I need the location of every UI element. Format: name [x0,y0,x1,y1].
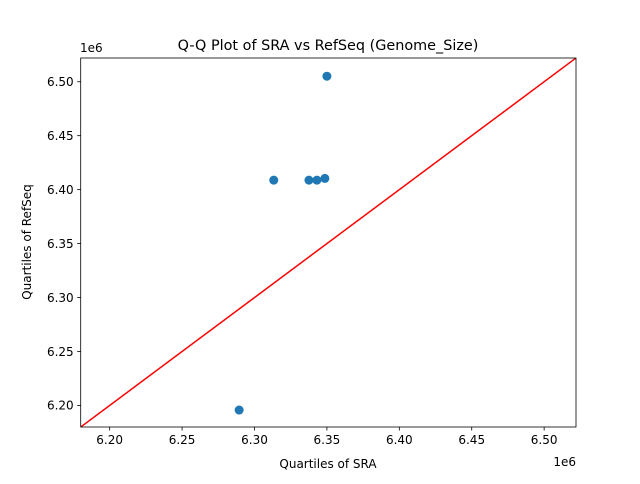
x-tick-label: 6.45 [458,433,485,447]
data-point [234,405,244,415]
y-tick-label: 6.50 [47,75,74,89]
y-tick-label: 6.45 [47,129,74,143]
x-tick-label: 6.20 [96,433,123,447]
x-tick-label: 6.40 [386,433,413,447]
chart-title: Q-Q Plot of SRA vs RefSeq (Genome_Size) [178,38,479,54]
y-axis-label: Quartiles of RefSeq [20,184,34,300]
reference-line [80,58,576,427]
x-tick-label: 6.25 [169,433,196,447]
y-offset-label: 1e6 [80,41,103,55]
x-tick-label: 6.50 [531,433,558,447]
x-tick-label: 6.35 [314,433,341,447]
data-point [269,175,279,185]
x-tick-label: 6.30 [241,433,268,447]
data-point [320,173,330,183]
y-tick-label: 6.25 [47,345,74,359]
y-tick-label: 6.30 [47,291,74,305]
data-point [304,175,314,185]
x-offset-label: 1e6 [553,455,576,469]
y-tick-label: 6.35 [47,237,74,251]
plot-frame [80,57,577,428]
x-axis-label: Quartiles of SRA [279,457,377,471]
y-tick-label: 6.20 [47,399,74,413]
y-tick-label: 6.40 [47,183,74,197]
data-point [312,175,322,185]
data-point [322,71,332,81]
